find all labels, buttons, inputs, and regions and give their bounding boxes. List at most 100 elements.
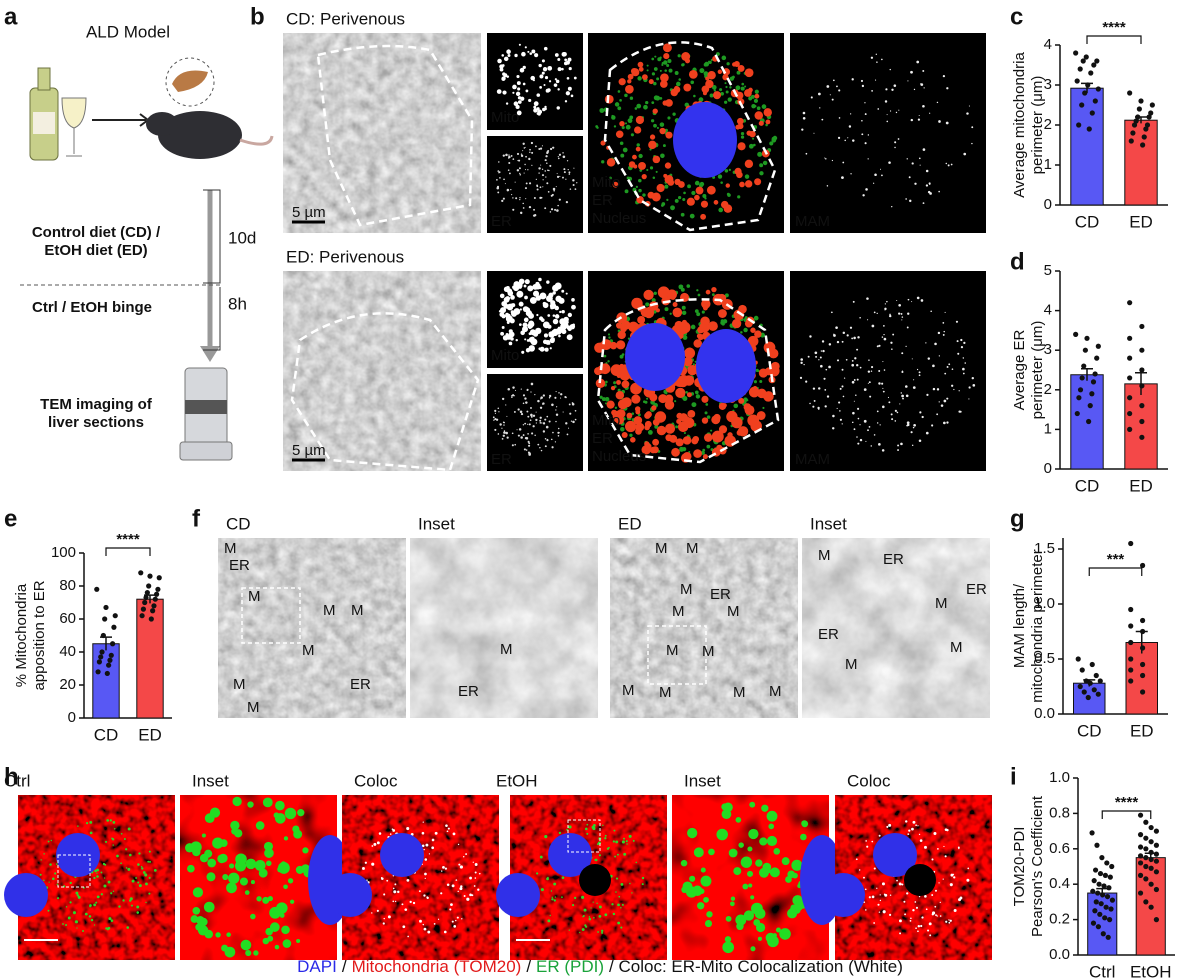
texture [561,309,565,314]
texture [110,919,114,922]
texture [616,409,626,419]
texture [923,87,925,89]
texture [412,901,416,905]
texture [873,182,875,184]
texture [620,907,622,909]
image-title: CD [226,514,251,533]
texture [906,326,909,329]
texture [431,838,435,842]
texture [598,914,602,918]
texture [534,434,536,437]
texture [547,149,550,152]
texture [554,53,559,57]
texture [617,90,621,93]
texture [595,378,606,389]
data-point [1148,865,1154,871]
texture [766,835,778,847]
texture [948,919,950,921]
texture [423,848,425,851]
texture [554,78,557,81]
texture [918,439,922,443]
texture [931,424,934,427]
texture [680,212,685,217]
texture [677,54,681,58]
texture [656,425,667,436]
texture [566,76,570,80]
texture [681,305,686,310]
significance-bracket [1088,567,1143,576]
texture [724,293,729,298]
structure-label: M [622,682,635,699]
texture [542,422,546,425]
texture [502,154,505,157]
texture [510,295,515,300]
texture [755,922,766,933]
texture [912,909,915,912]
texture [283,884,288,890]
panel-letter: h [4,763,19,790]
texture [740,856,753,868]
texture [689,213,695,219]
texture [901,316,904,318]
texture [905,394,909,398]
texture [674,71,679,75]
liver [172,70,208,92]
data-point [1127,90,1133,96]
texture [754,93,760,99]
texture [586,832,589,835]
texture [939,915,942,917]
texture [907,80,909,82]
texture [541,422,543,424]
texture [549,164,552,167]
texture [721,55,727,61]
texture [459,887,463,891]
structure-label: M [702,643,715,660]
texture [636,143,640,147]
texture [581,895,585,899]
texture [841,340,844,343]
texture [857,442,860,445]
texture [953,876,956,879]
texture [911,827,914,831]
texture [864,142,867,145]
texture [912,386,916,389]
texture [529,419,532,422]
texture [740,132,745,136]
texture [971,142,973,145]
texture [221,944,228,952]
texture [936,101,939,104]
y-tick-label: 40 [59,643,76,660]
texture [649,166,654,170]
texture [651,57,655,61]
texture [518,278,525,285]
texture [267,895,273,902]
texture [701,417,709,424]
texture [691,437,699,445]
texture [547,876,549,879]
texture [539,186,542,189]
texture [939,901,941,903]
texture [541,71,545,75]
texture [522,150,524,152]
texture [542,402,545,405]
texture [519,211,523,215]
texture [646,397,649,400]
texture [901,352,904,355]
texture [501,326,505,329]
texture [802,116,806,120]
texture [643,104,648,110]
er-image [487,136,583,233]
texture [568,403,571,406]
texture [528,332,532,336]
texture [608,336,611,339]
texture [655,308,661,313]
data-point [1127,355,1133,361]
texture [818,359,820,361]
texture [624,189,629,194]
texture [404,908,408,911]
texture [871,90,873,92]
texture [541,168,544,170]
texture [917,118,921,121]
data-point [1106,885,1112,891]
texture [495,418,499,421]
